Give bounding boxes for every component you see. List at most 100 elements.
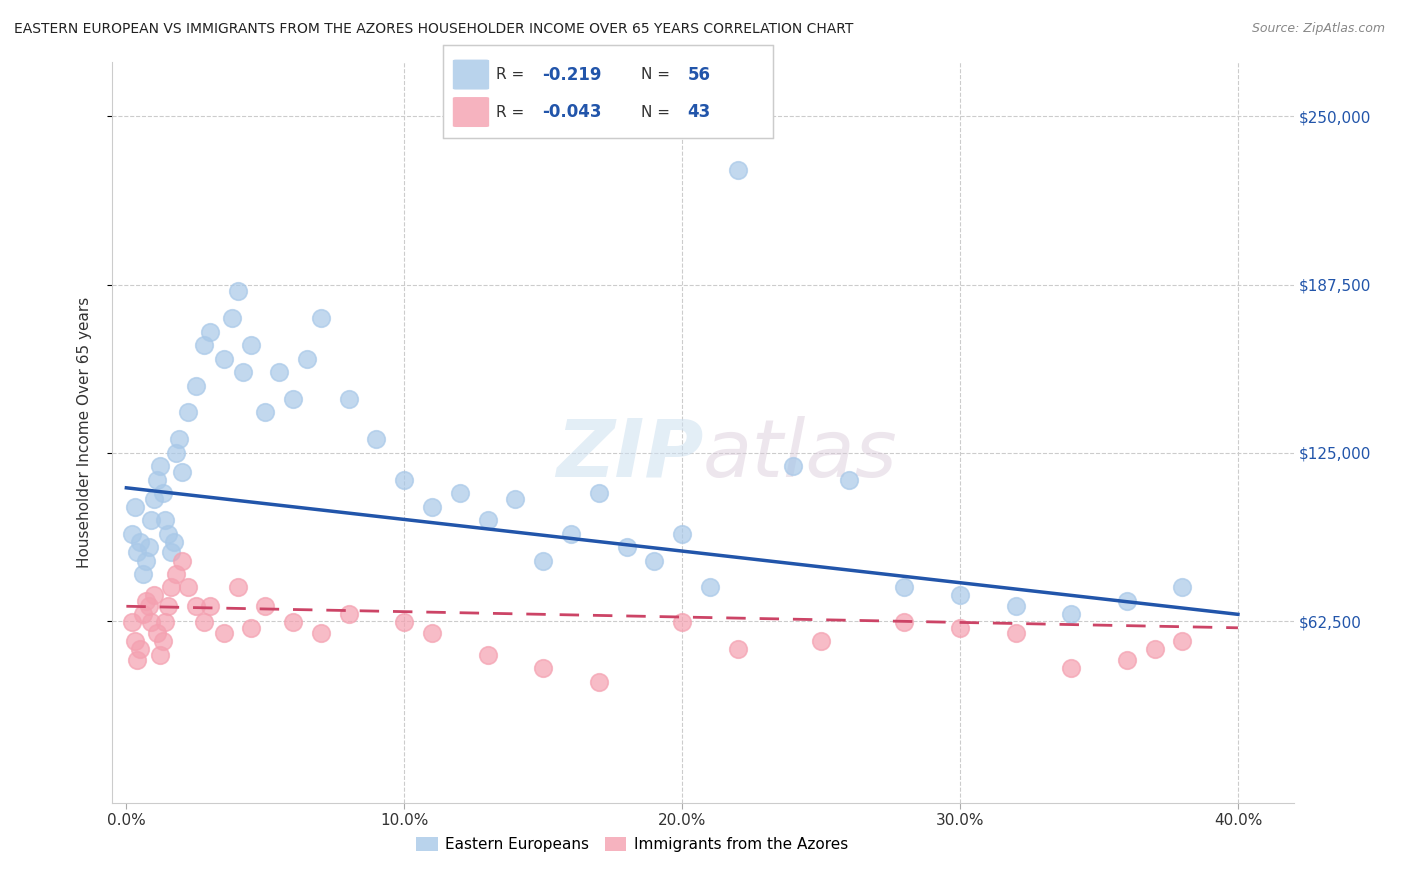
Point [141,513,163,527]
Point [155,513,177,527]
Point [138,540,160,554]
Point [295,351,318,366]
Point [337,392,360,406]
Point [129,534,152,549]
Point [254,599,277,614]
Point [699,581,721,595]
Point [394,615,416,630]
Point [127,545,149,559]
Point [124,500,146,514]
Point [124,634,146,648]
Text: -0.043: -0.043 [543,103,602,121]
Point [240,338,263,352]
Point [560,526,582,541]
Point [309,626,332,640]
Point [1171,634,1194,648]
Point [616,540,638,554]
Point [893,615,915,630]
Text: Source: ZipAtlas.com: Source: ZipAtlas.com [1251,22,1385,36]
Point [727,163,749,178]
Point [212,351,235,366]
Point [949,589,972,603]
Point [149,648,172,662]
Point [420,500,443,514]
Point [165,566,187,581]
Text: R =: R = [496,67,529,82]
Point [643,553,665,567]
Point [146,626,169,640]
Point [1171,581,1194,595]
Point [838,473,860,487]
Point [269,365,291,379]
Point [132,607,155,622]
Point [337,607,360,622]
Point [135,594,157,608]
Point [366,433,388,447]
Point [671,526,693,541]
Text: ZIP: ZIP [555,416,703,494]
Point [240,621,263,635]
Point [309,311,332,326]
Point [146,473,169,487]
Point [170,553,193,567]
Point [138,599,160,614]
Point [810,634,832,648]
Point [1004,626,1026,640]
Point [505,491,527,506]
Point [281,392,304,406]
Point [671,615,693,630]
Point [281,615,304,630]
Point [588,674,610,689]
Point [893,581,915,595]
Point [232,365,254,379]
Point [420,626,443,640]
Point [121,615,143,630]
Point [184,599,207,614]
Point [152,634,174,648]
Point [193,615,215,630]
Point [1060,661,1083,675]
Point [129,642,152,657]
Point [149,459,172,474]
Point [198,325,221,339]
Point [170,465,193,479]
Point [157,599,180,614]
Point [449,486,471,500]
Point [212,626,235,640]
Point [184,378,207,392]
Point [1115,594,1137,608]
Point [176,405,198,419]
Point [727,642,749,657]
Point [226,581,249,595]
Text: R =: R = [496,104,529,120]
Point [143,589,166,603]
Point [477,513,499,527]
Y-axis label: Householder Income Over 65 years: Householder Income Over 65 years [77,297,91,568]
Text: atlas: atlas [703,416,898,494]
Point [127,653,149,667]
Text: 56: 56 [688,66,710,84]
Point [167,433,190,447]
Legend: Eastern Europeans, Immigrants from the Azores: Eastern Europeans, Immigrants from the A… [411,830,853,858]
Point [782,459,804,474]
Point [155,615,177,630]
Text: N =: N = [641,104,675,120]
Point [226,285,249,299]
Point [221,311,243,326]
Point [157,526,180,541]
Text: 43: 43 [688,103,710,121]
Point [254,405,277,419]
Point [1143,642,1166,657]
Point [531,661,554,675]
Point [176,581,198,595]
Point [949,621,972,635]
Point [152,486,174,500]
Text: N =: N = [641,67,675,82]
Point [477,648,499,662]
Point [588,486,610,500]
Point [141,615,163,630]
Point [132,566,155,581]
Point [135,553,157,567]
Text: -0.219: -0.219 [543,66,602,84]
Point [1115,653,1137,667]
